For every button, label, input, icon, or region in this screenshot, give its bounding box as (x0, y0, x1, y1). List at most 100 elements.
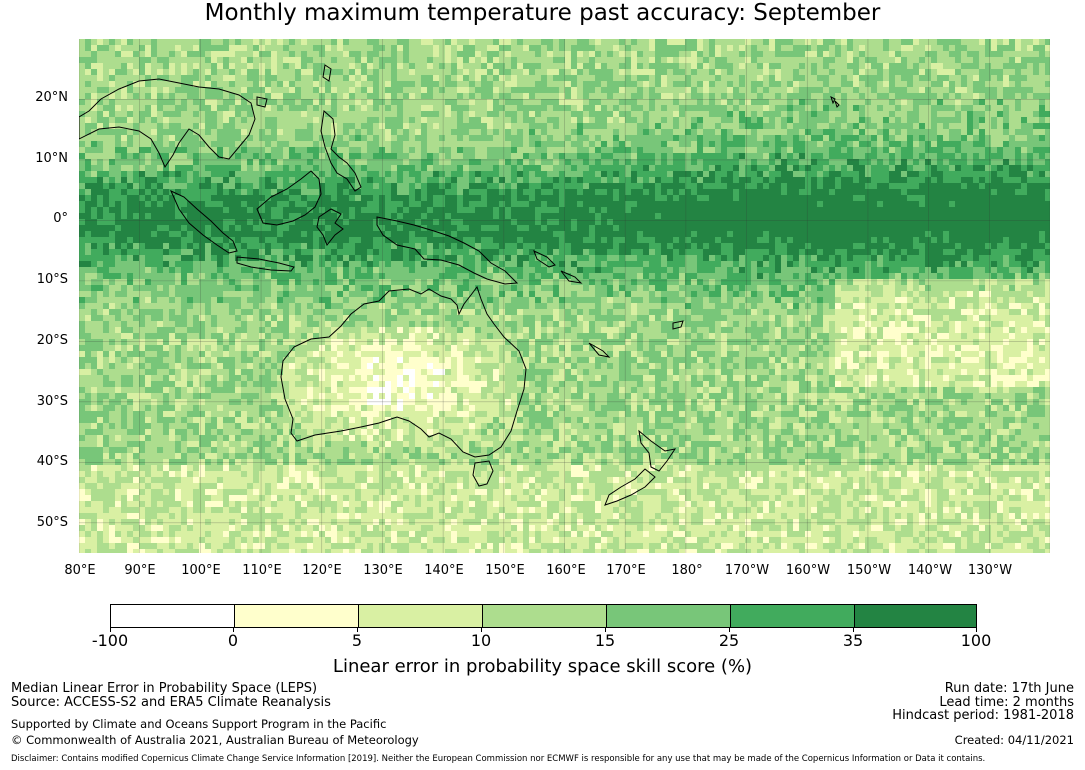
grid-cell (517, 117, 523, 123)
grid-cell (703, 171, 709, 177)
grid-cell (271, 57, 277, 63)
grid-cell (355, 105, 361, 111)
grid-cell (631, 153, 637, 159)
grid-cell (925, 183, 931, 189)
grid-cell (889, 195, 895, 201)
grid-cell (811, 195, 817, 201)
grid-cell (217, 213, 223, 219)
grid-cell (547, 63, 553, 69)
grid-cell (547, 99, 553, 105)
grid-cell (727, 75, 733, 81)
grid-cell (1009, 207, 1015, 213)
grid-cell (325, 51, 331, 57)
grid-cell (253, 195, 259, 201)
grid-cell (325, 135, 331, 141)
grid-cell (163, 129, 169, 135)
grid-cell (715, 183, 721, 189)
grid-cell (919, 105, 925, 111)
grid-cell (853, 183, 859, 189)
grid-cell (697, 117, 703, 123)
grid-cell (571, 153, 577, 159)
grid-cell (1021, 117, 1027, 123)
grid-cell (217, 183, 223, 189)
grid-cell (385, 195, 391, 201)
grid-cell (289, 63, 295, 69)
grid-cell (553, 171, 559, 177)
grid-cell (787, 153, 793, 159)
grid-cell (793, 135, 799, 141)
grid-cell (715, 165, 721, 171)
grid-cell (151, 177, 157, 183)
grid-cell (151, 165, 157, 171)
grid-cell (901, 201, 907, 207)
grid-cell (829, 123, 835, 129)
grid-cell (463, 177, 469, 183)
grid-cell (193, 219, 199, 225)
grid-cell (991, 75, 997, 81)
grid-cell (961, 195, 967, 201)
grid-cell (109, 39, 115, 45)
grid-cell (871, 195, 877, 201)
grid-cell (103, 117, 109, 123)
grid-cell (559, 51, 565, 57)
grid-cell (721, 39, 727, 45)
grid-cell (91, 93, 97, 99)
grid-cell (307, 39, 313, 45)
grid-cell (655, 69, 661, 75)
grid-cell (769, 219, 775, 225)
grid-cell (247, 81, 253, 87)
grid-cell (973, 135, 979, 141)
grid-cell (763, 123, 769, 129)
grid-cell (451, 135, 457, 141)
grid-cell (823, 171, 829, 177)
grid-cell (1015, 93, 1021, 99)
grid-cell (667, 87, 673, 93)
grid-cell (169, 111, 175, 117)
grid-cell (367, 219, 373, 225)
grid-cell (103, 57, 109, 63)
grid-cell (835, 165, 841, 171)
grid-cell (559, 39, 565, 45)
grid-cell (871, 111, 877, 117)
grid-cell (229, 201, 235, 207)
grid-cell (739, 111, 745, 117)
grid-cell (163, 153, 169, 159)
grid-cell (679, 45, 685, 51)
grid-cell (667, 117, 673, 123)
grid-cell (661, 51, 667, 57)
grid-cell (337, 135, 343, 141)
grid-cell (265, 177, 271, 183)
grid-cell (841, 135, 847, 141)
grid-cell (973, 213, 979, 219)
grid-cell (793, 81, 799, 87)
grid-cell (895, 129, 901, 135)
grid-cell (349, 69, 355, 75)
grid-cell (775, 51, 781, 57)
grid-cell (361, 177, 367, 183)
grid-cell (895, 207, 901, 213)
grid-cell (337, 81, 343, 87)
grid-cell (691, 153, 697, 159)
grid-cell (427, 51, 433, 57)
grid-cell (91, 117, 97, 123)
grid-cell (565, 207, 571, 213)
grid-cell (925, 99, 931, 105)
grid-cell (667, 111, 673, 117)
grid-cell (703, 183, 709, 189)
grid-cell (517, 93, 523, 99)
grid-cell (601, 183, 607, 189)
grid-cell (889, 135, 895, 141)
grid-cell (403, 75, 409, 81)
grid-cell (829, 189, 835, 195)
grid-cell (271, 51, 277, 57)
grid-cell (127, 189, 133, 195)
grid-cell (937, 189, 943, 195)
grid-cell (613, 165, 619, 171)
grid-cell (721, 171, 727, 177)
grid-cell (853, 195, 859, 201)
grid-cell (937, 57, 943, 63)
grid-cell (493, 75, 499, 81)
grid-cell (475, 123, 481, 129)
grid-cell (703, 111, 709, 117)
grid-cell (607, 189, 613, 195)
